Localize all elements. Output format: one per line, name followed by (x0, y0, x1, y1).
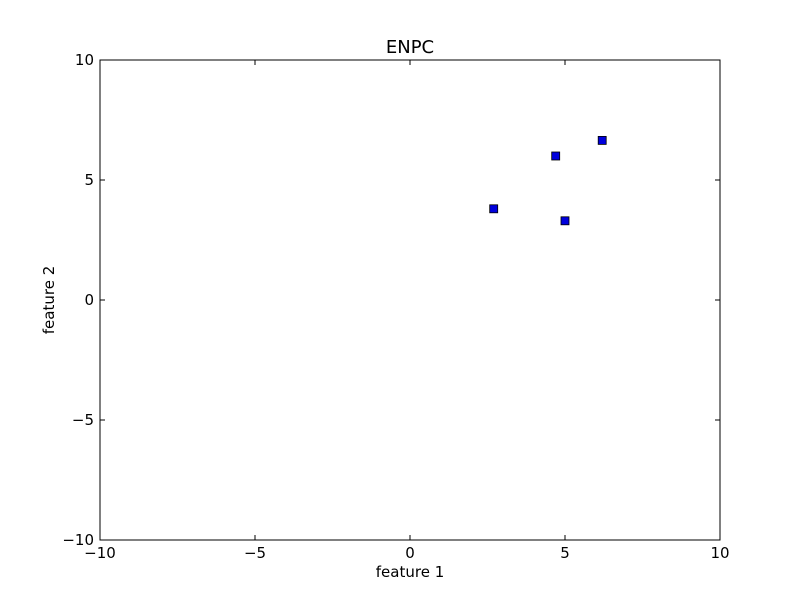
y-tick-label: 0 (84, 291, 94, 309)
x-axis-label: feature 1 (376, 563, 444, 581)
y-tick-label: 5 (84, 171, 94, 189)
x-tick-label: −10 (84, 544, 116, 562)
y-tick-label: −10 (62, 531, 94, 549)
chart-title: ENPC (386, 37, 434, 58)
y-tick-label: 10 (75, 51, 94, 69)
y-axis: −10 −5 0 5 10 (62, 51, 720, 549)
data-point-square (551, 151, 561, 161)
x-axis: −10 −5 0 5 10 (84, 60, 730, 562)
data-points (489, 135, 607, 226)
x-tick-label: 10 (710, 544, 729, 562)
x-tick-label: 5 (560, 544, 570, 562)
y-tick-label: −5 (72, 411, 94, 429)
data-point-square (489, 204, 499, 214)
y-axis-label: feature 2 (40, 266, 58, 334)
data-point-square (597, 135, 607, 145)
data-point-square (560, 216, 570, 226)
x-tick-label: 0 (405, 544, 415, 562)
x-tick-label: −5 (244, 544, 266, 562)
plot-area (99, 59, 721, 541)
